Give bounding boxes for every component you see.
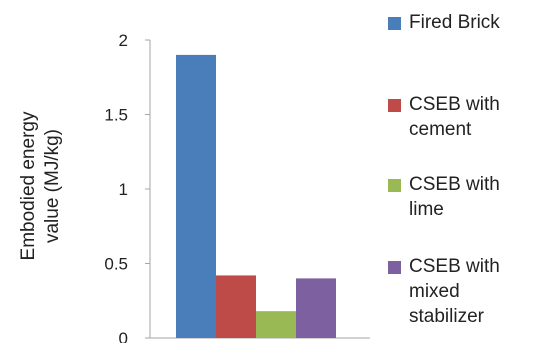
legend-swatch bbox=[388, 17, 401, 30]
legend-label: Fired Brick bbox=[409, 12, 500, 33]
legend-label: CSEB with mixed stabilizer bbox=[409, 256, 500, 327]
legend-item: CSEB with mixed stabilizer bbox=[388, 254, 500, 329]
y-axis-label: Embodied energy value (MJ/kg) bbox=[18, 111, 63, 260]
legend-swatch bbox=[388, 261, 401, 274]
legend-swatch bbox=[388, 99, 401, 112]
legend-item: CSEB with lime bbox=[388, 172, 500, 222]
legend-item: Fired Brick bbox=[388, 10, 500, 35]
y-ticks: 0 0.5 1 1.5 2 bbox=[104, 31, 150, 343]
bar-cseb-with-mixed-stabilizer bbox=[296, 278, 336, 338]
y-axis-label-line-2: value (MJ/kg) bbox=[42, 129, 63, 243]
bars bbox=[176, 54, 336, 339]
legend-swatch bbox=[388, 179, 401, 192]
y-tick-label: 2 bbox=[119, 31, 128, 50]
legend-label: CSEB with lime bbox=[409, 174, 500, 220]
bar-cseb-with-cement bbox=[216, 275, 256, 338]
y-tick-label: 0.5 bbox=[104, 255, 128, 274]
y-tick-label: 1 bbox=[119, 180, 128, 199]
legend-item: CSEB with cement bbox=[388, 92, 500, 142]
y-tick-label: 0 bbox=[119, 329, 128, 343]
legend-label: CSEB with cement bbox=[409, 94, 500, 140]
bar-cseb-with-lime bbox=[256, 311, 296, 338]
y-axis-label-line-1: Embodied energy bbox=[18, 111, 39, 260]
y-tick-label: 1.5 bbox=[104, 106, 128, 125]
bar-fired-brick bbox=[176, 54, 216, 339]
